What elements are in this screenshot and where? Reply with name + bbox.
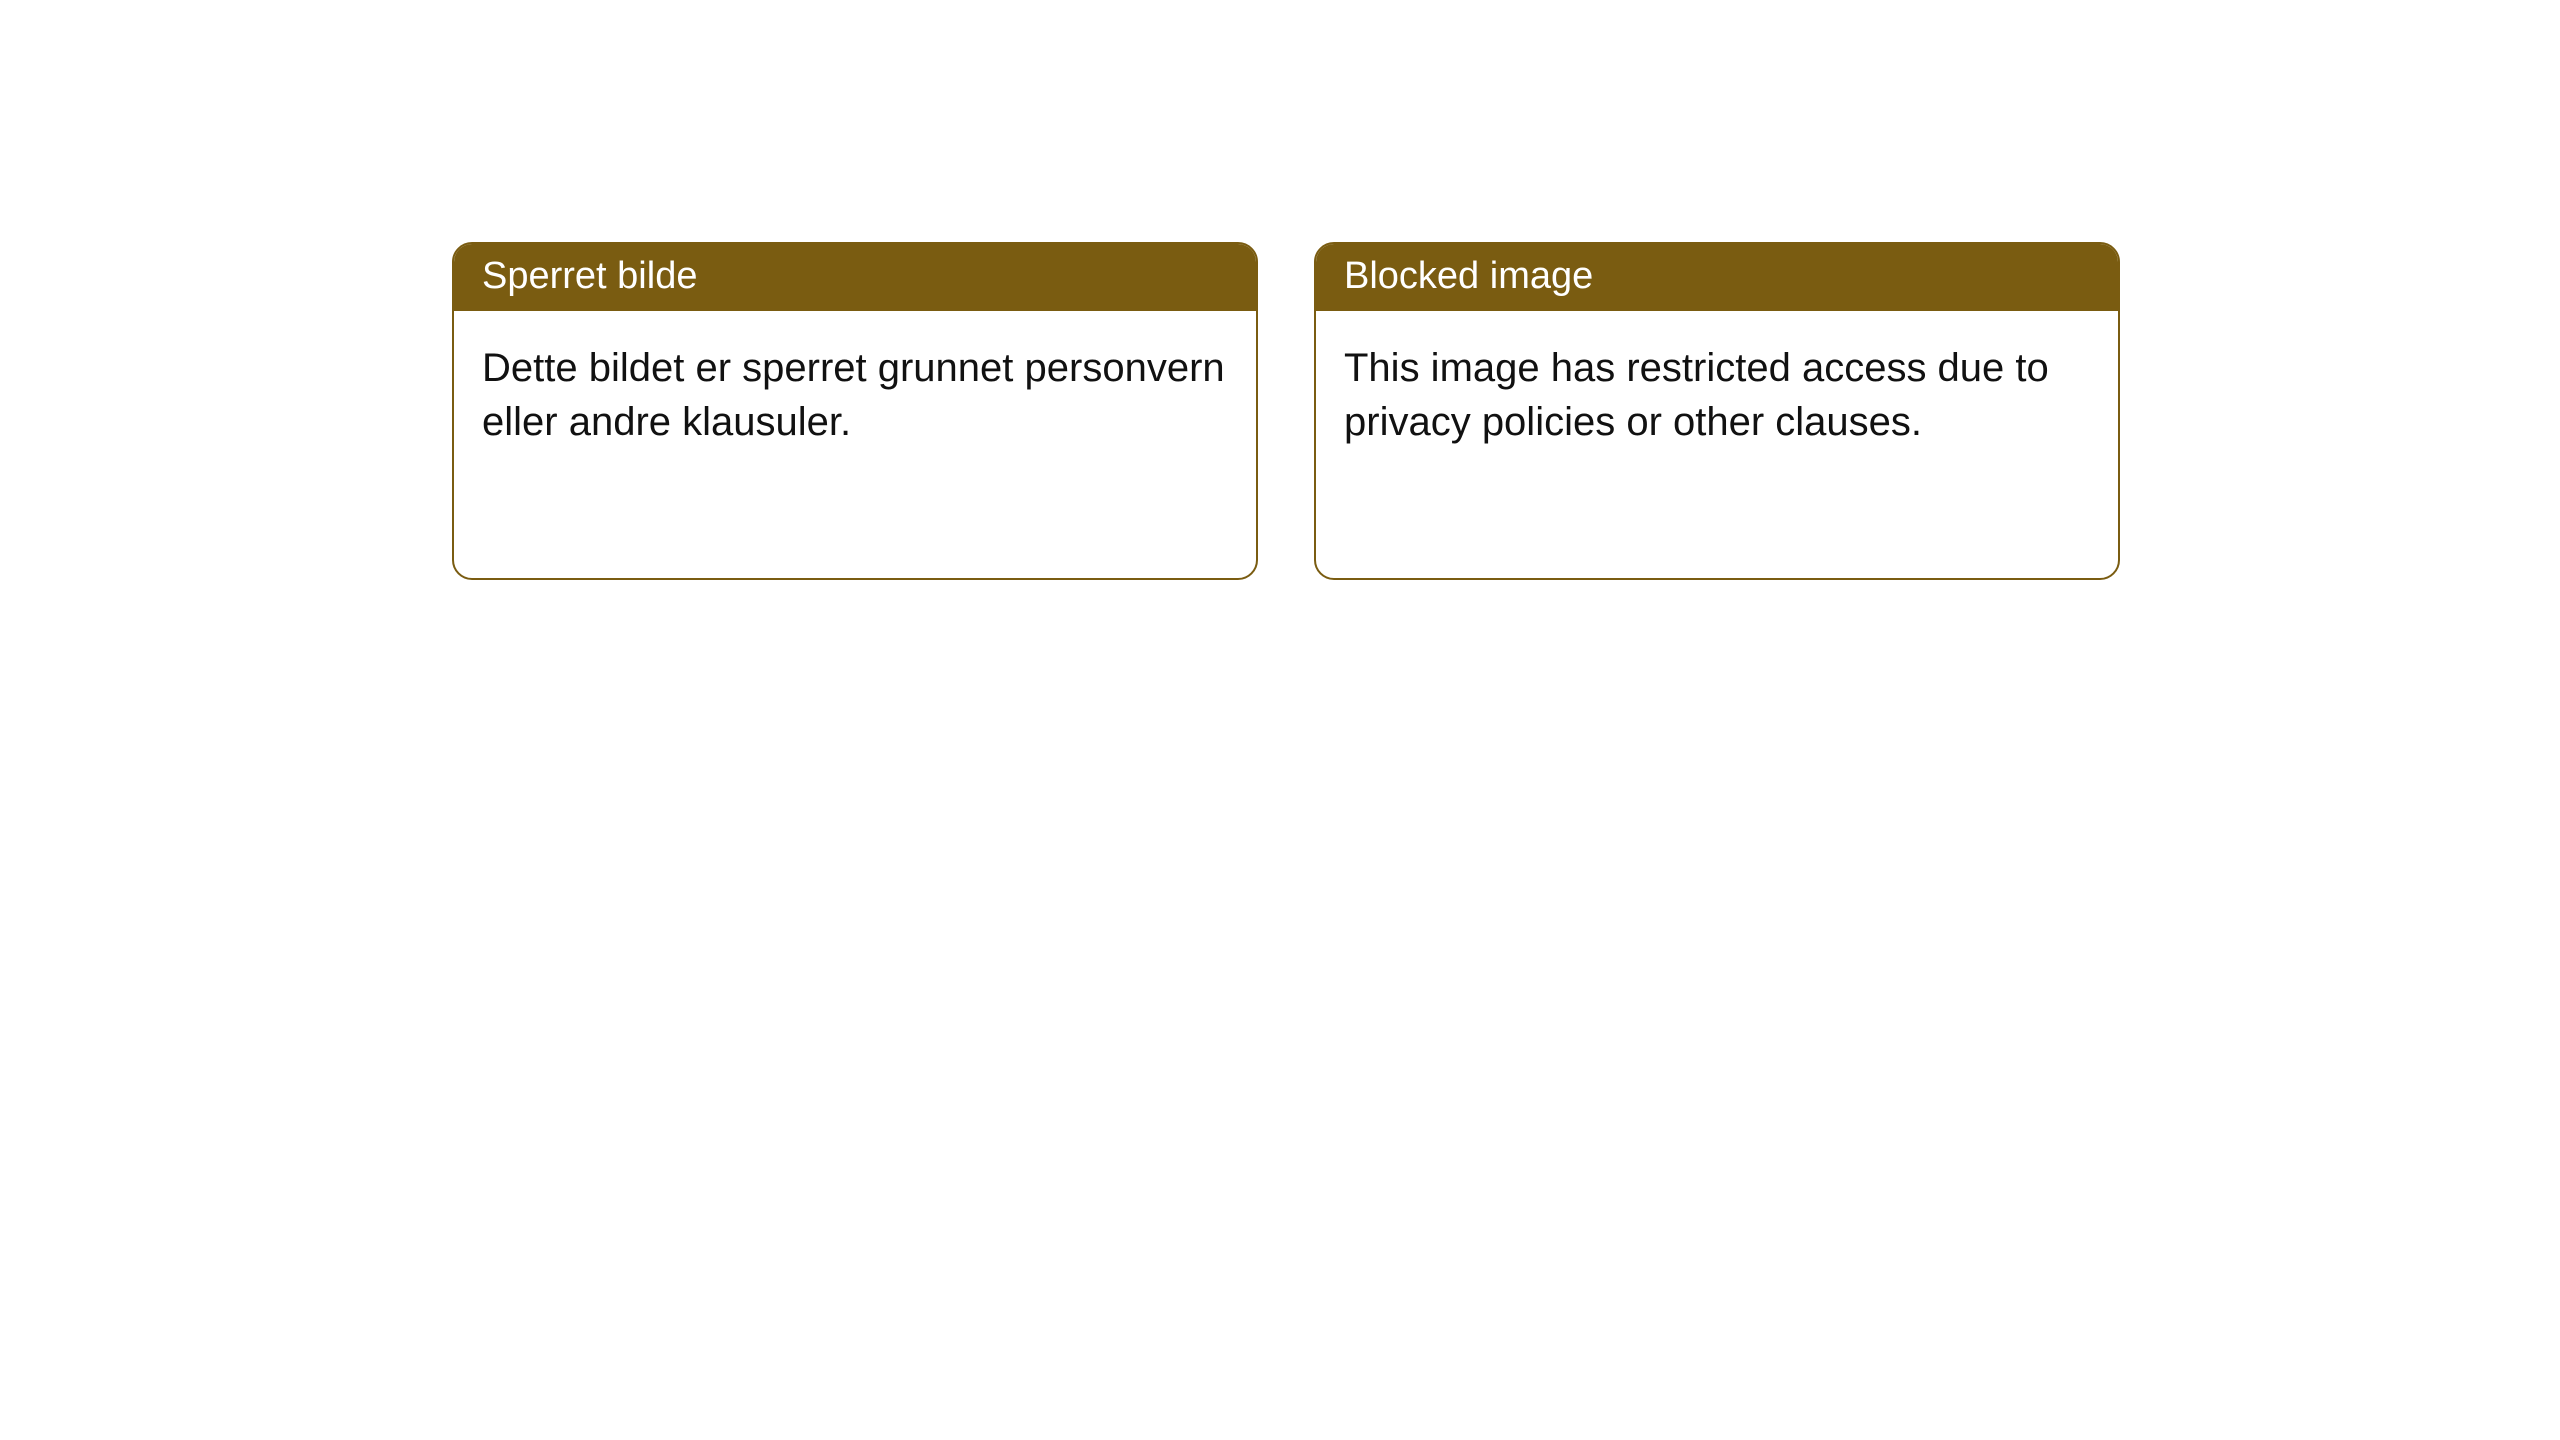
notice-container: Sperret bilde Dette bildet er sperret gr…: [0, 0, 2560, 580]
card-body: This image has restricted access due to …: [1316, 311, 2118, 479]
card-header: Blocked image: [1316, 244, 2118, 311]
blocked-image-card-en: Blocked image This image has restricted …: [1314, 242, 2120, 580]
blocked-image-card-no: Sperret bilde Dette bildet er sperret gr…: [452, 242, 1258, 580]
card-header: Sperret bilde: [454, 244, 1256, 311]
card-body: Dette bildet er sperret grunnet personve…: [454, 311, 1256, 479]
